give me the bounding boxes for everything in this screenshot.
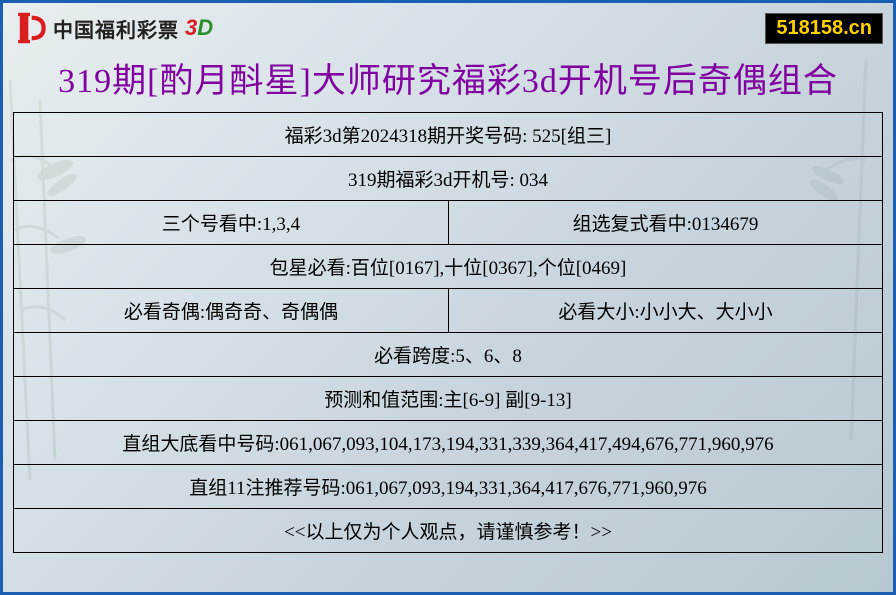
header: 中国福利彩票 3D 518158.cn: [13, 9, 883, 47]
logo-3d-icon: 3D: [185, 15, 213, 41]
sum-range: 预测和值范围:主[6-9] 副[9-13]: [14, 377, 882, 420]
span: 必看跨度:5、6、8: [14, 333, 882, 376]
disclaimer: <<以上仅为个人观点，请谨慎参考！>>: [14, 509, 882, 552]
lottery-logo-icon: [13, 11, 47, 45]
table-row: 直组11注推荐号码:061,067,093,194,331,364,417,67…: [14, 465, 882, 509]
group-selection: 组选复式看中:0134679: [448, 201, 882, 244]
position-picks: 包星必看:百位[0167],十位[0367],个位[0469]: [14, 245, 882, 288]
table-row: 三个号看中:1,3,4 组选复式看中:0134679: [14, 201, 882, 245]
data-table: 福彩3d第2024318期开奖号码: 525[组三] 319期福彩3d开机号: …: [13, 112, 883, 553]
big-small: 必看大小:小小大、大小小: [448, 289, 882, 332]
page-container: 中国福利彩票 3D 518158.cn 319期[酌月酙星]大师研究福彩3d开机…: [0, 0, 896, 595]
page-title: 319期[酌月酙星]大师研究福彩3d开机号后奇偶组合: [13, 53, 883, 102]
table-row: <<以上仅为个人观点，请谨慎参考！>>: [14, 509, 882, 553]
table-row: 包星必看:百位[0167],十位[0367],个位[0469]: [14, 245, 882, 289]
table-row: 必看跨度:5、6、8: [14, 333, 882, 377]
prev-draw-result: 福彩3d第2024318期开奖号码: 525[组三]: [14, 113, 882, 156]
table-row: 福彩3d第2024318期开奖号码: 525[组三]: [14, 113, 882, 157]
table-row: 319期福彩3d开机号: 034: [14, 157, 882, 201]
odd-even: 必看奇偶:偶奇奇、奇偶偶: [14, 289, 448, 332]
machine-number: 319期福彩3d开机号: 034: [14, 157, 882, 200]
logo-group: 中国福利彩票 3D: [13, 11, 213, 45]
direct-combo-11: 直组11注推荐号码:061,067,093,194,331,364,417,67…: [14, 465, 882, 508]
table-row: 预测和值范围:主[6-9] 副[9-13]: [14, 377, 882, 421]
direct-combo-large: 直组大底看中号码:061,067,093,104,173,194,331,339…: [14, 421, 882, 464]
table-row: 直组大底看中号码:061,067,093,104,173,194,331,339…: [14, 421, 882, 465]
logo-text: 中国福利彩票: [53, 14, 179, 43]
site-badge: 518158.cn: [765, 13, 883, 44]
table-row: 必看奇偶:偶奇奇、奇偶偶 必看大小:小小大、大小小: [14, 289, 882, 333]
three-numbers: 三个号看中:1,3,4: [14, 201, 448, 244]
